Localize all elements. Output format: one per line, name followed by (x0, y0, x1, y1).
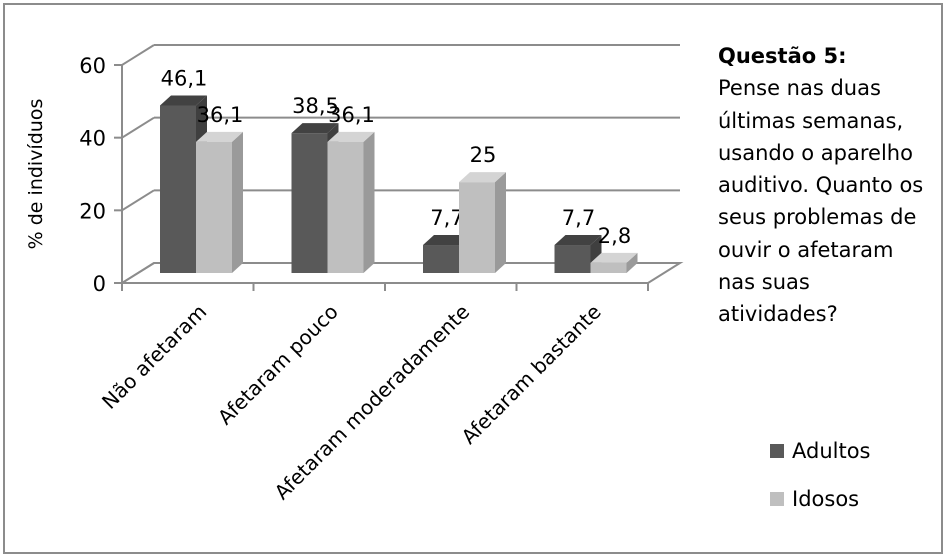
legend: Adultos Idosos (770, 436, 871, 532)
data-label-adultos-3: 7,7 (562, 206, 595, 230)
bar-side-idosos-3 (626, 252, 638, 273)
bar-top-adultos-3 (554, 235, 602, 246)
y-tick-label-0: 0 (93, 272, 106, 296)
data-label-adultos-2: 7,7 (430, 206, 463, 230)
legend-label-idosos: Idosos (792, 487, 860, 511)
data-label-adultos-0: 46,1 (161, 67, 208, 91)
data-label-adultos-1: 38,5 (292, 94, 339, 118)
data-label-idosos-1: 36,1 (328, 103, 375, 127)
question-text: Pense nas duas últimas semanas, usando o… (718, 76, 924, 327)
bar-idosos-2 (459, 182, 495, 273)
bar-top-idosos-0 (196, 131, 243, 142)
bar-top-adultos-2 (423, 235, 470, 246)
question-title: Questão 5: (718, 44, 847, 68)
bar-adultos-1 (291, 133, 328, 273)
side-wall-line-1 (121, 189, 155, 212)
bar-adultos-0 (160, 105, 196, 274)
bar-side-idosos-0 (232, 131, 243, 273)
data-label-idosos-3: 2,8 (598, 224, 631, 248)
bar-idosos-1 (327, 141, 364, 273)
legend-swatch-idosos (770, 492, 784, 506)
bar-top-idosos-2 (459, 172, 506, 183)
bar-side-idosos-2 (495, 172, 506, 273)
x-tick-label-1: Afetaram pouco (213, 300, 343, 430)
bar-idosos-0 (196, 141, 232, 273)
bar-top-adultos-0 (160, 95, 207, 106)
y-tick-label-3: 60 (79, 54, 106, 78)
bar-side-idosos-1 (363, 131, 375, 273)
legend-label-adultos: Adultos (792, 439, 871, 463)
legend-item-adultos: Adultos (770, 436, 871, 466)
y-tick-label-1: 20 (79, 199, 106, 223)
legend-swatch-adultos (770, 444, 784, 458)
bar-adultos-3 (554, 245, 591, 273)
chart-floor (118, 262, 684, 284)
chart-frame (3, 3, 943, 554)
bar-top-adultos-1 (291, 123, 339, 134)
side-wall-line-3 (121, 44, 155, 66)
data-label-idosos-0: 36,1 (197, 103, 244, 127)
y-tick-label-2: 40 (79, 127, 106, 151)
legend-item-idosos: Idosos (770, 484, 871, 514)
question-box: Questão 5: Pense nas duas últimas semana… (718, 40, 933, 331)
bar-top-idosos-1 (327, 131, 375, 142)
bar-adultos-2 (423, 245, 459, 273)
y-axis-title: % de indivíduos (25, 99, 47, 250)
x-tick-label-0: Não afetaram (97, 300, 211, 414)
x-tick-label-3: Afetaram bastante (457, 300, 606, 449)
bar-top-idosos-3 (590, 252, 638, 263)
data-label-idosos-2: 25 (470, 143, 497, 167)
bar-idosos-3 (590, 262, 627, 273)
side-wall-line-2 (121, 116, 155, 139)
